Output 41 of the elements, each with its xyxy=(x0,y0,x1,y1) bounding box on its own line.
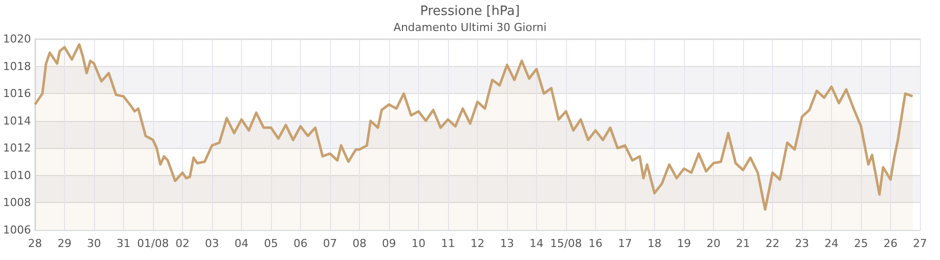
x-tick-label: 08 xyxy=(352,237,366,250)
x-tick-label: 31 xyxy=(116,237,130,250)
x-tick-label: 24 xyxy=(824,237,838,250)
x-tick-label: 19 xyxy=(677,237,691,250)
y-tick-label: 1008 xyxy=(3,196,31,210)
x-tick-label: 02 xyxy=(176,237,190,250)
x-tick-label: 28 xyxy=(28,237,42,250)
x-tick-label: 15/08 xyxy=(550,237,582,250)
x-tick-label: 09 xyxy=(382,237,396,250)
x-tick-label: 21 xyxy=(736,237,750,250)
y-tick-label: 1020 xyxy=(3,32,31,46)
x-tick-label: 04 xyxy=(234,237,248,250)
x-tick-label: 25 xyxy=(854,237,868,250)
y-tick-label: 1014 xyxy=(3,114,31,128)
y-tick-label: 1018 xyxy=(3,60,31,73)
x-tick-label: 16 xyxy=(588,237,602,250)
x-tick-label: 23 xyxy=(795,237,809,250)
y-tick-label: 1010 xyxy=(3,168,31,182)
chart-subtitle: Andamento Ultimi 30 Giorni xyxy=(393,21,547,34)
x-tick-label: 11 xyxy=(441,237,455,250)
x-tick-label: 18 xyxy=(648,237,662,250)
x-tick-label: 27 xyxy=(913,237,927,250)
x-tick-label: 26 xyxy=(884,237,898,250)
x-tick-label: 29 xyxy=(58,237,72,250)
x-tick-label: 10 xyxy=(412,237,426,250)
x-tick-label: 13 xyxy=(500,237,514,250)
y-tick-label: 1006 xyxy=(3,224,31,236)
y-tick-label: 1012 xyxy=(3,142,31,155)
x-tick-label: 06 xyxy=(294,237,308,250)
x-tick-label: 20 xyxy=(706,237,720,250)
chart-title: Pressione [hPa] xyxy=(420,4,520,19)
x-tick-label: 01/08 xyxy=(137,237,169,250)
x-tick-label: 05 xyxy=(264,237,278,250)
x-tick-label: 14 xyxy=(530,237,544,250)
x-tick-label: 22 xyxy=(766,237,780,250)
y-tick-label: 1016 xyxy=(3,87,31,100)
x-tick-label: 12 xyxy=(470,237,484,250)
x-tick-label: 07 xyxy=(323,237,337,250)
x-tick-label: 30 xyxy=(87,237,101,250)
x-tick-label: 17 xyxy=(618,237,632,250)
x-tick-label: 03 xyxy=(205,237,219,250)
